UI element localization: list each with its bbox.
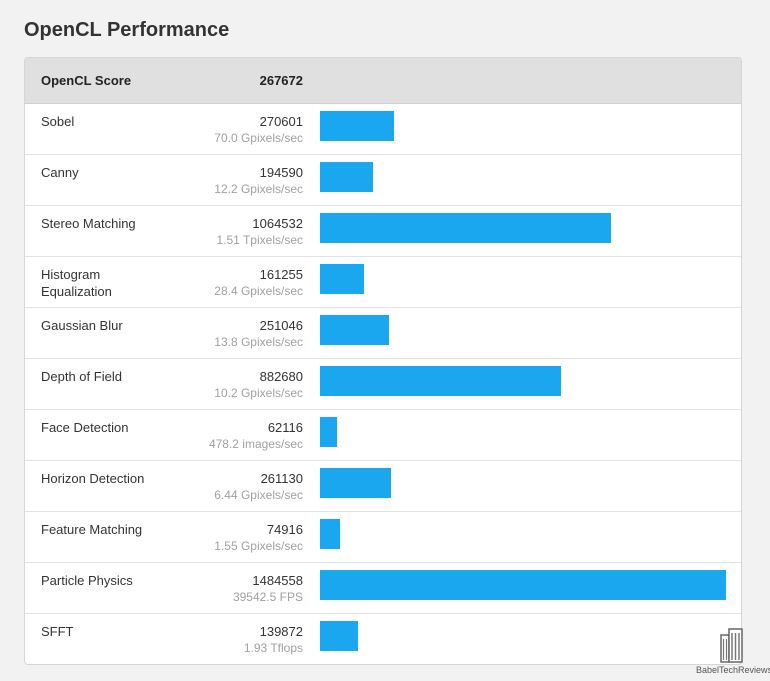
test-rate: 28.4 Gpixels/sec <box>214 284 303 298</box>
score-bar <box>320 366 561 396</box>
table-row: Gaussian Blur 251046 13.8 Gpixels/sec <box>25 308 741 359</box>
test-rate: 1.93 Tflops <box>243 641 303 655</box>
test-score: 882680 <box>259 369 303 384</box>
test-name: Depth of Field <box>41 369 122 384</box>
score-bar <box>320 519 340 549</box>
test-name: Particle Physics <box>41 573 133 588</box>
test-score: 62116 <box>267 420 303 435</box>
score-bar <box>320 162 373 192</box>
test-rate: 12.2 Gpixels/sec <box>214 182 303 196</box>
score-bar <box>320 417 337 447</box>
watermark-text: BabelTechReviews <box>696 665 770 675</box>
building-icon <box>720 628 743 663</box>
score-bar <box>320 213 611 243</box>
test-score: 194590 <box>259 165 303 180</box>
test-score: 139872 <box>259 624 303 639</box>
test-score: 251046 <box>259 318 303 333</box>
test-name: Canny <box>41 165 79 180</box>
score-bar <box>320 621 358 651</box>
table-row: Canny 194590 12.2 Gpixels/sec <box>25 155 741 206</box>
test-name: Sobel <box>41 114 75 129</box>
score-bar <box>320 315 389 345</box>
test-rate: 10.2 Gpixels/sec <box>214 386 303 400</box>
score-bar <box>320 468 391 498</box>
header-label: OpenCL Score <box>41 73 132 88</box>
test-rate: 6.44 Gpixels/sec <box>214 488 303 502</box>
test-score: 1064532 <box>252 216 303 231</box>
table-row: SFFT 139872 1.93 Tflops <box>25 614 741 664</box>
test-rate: 70.0 Gpixels/sec <box>214 131 303 145</box>
table-body: Sobel 270601 70.0 Gpixels/sec Canny 194590 12… <box>25 104 741 664</box>
test-name: Feature Matching <box>41 522 143 537</box>
test-score: 261130 <box>260 471 303 486</box>
table-row: Particle Physics 1484558 39542.5 FPS <box>25 563 741 614</box>
test-score: 161255 <box>259 267 303 282</box>
page-title: OpenCL Performance <box>24 19 230 41</box>
test-rate: 478.2 images/sec <box>208 437 303 451</box>
test-rate: 1.55 Gpixels/sec <box>214 539 303 553</box>
table-row: Sobel 270601 70.0 Gpixels/sec <box>25 104 741 155</box>
test-name: Histogram Equalization <box>41 267 112 299</box>
test-name: Stereo Matching <box>41 216 136 231</box>
score-bar <box>320 264 364 294</box>
table-row: Depth of Field 882680 10.2 Gpixels/sec <box>25 359 741 410</box>
test-rate: 1.51 Tpixels/sec <box>216 233 304 247</box>
watermark: BabelTechReviews <box>696 627 770 677</box>
table-header: OpenCL Score 267672 <box>25 58 741 104</box>
test-name: Gaussian Blur <box>41 318 123 333</box>
table-row: Stereo Matching 1064532 1.51 Tpixels/sec <box>25 206 741 257</box>
header-score: 267672 <box>259 73 303 88</box>
test-name: Face Detection <box>41 420 129 435</box>
table-row: Face Detection 62116 478.2 images/sec <box>25 410 741 461</box>
test-score: 270601 <box>259 114 303 129</box>
test-rate: 39542.5 FPS <box>232 590 303 604</box>
test-name: Horizon Detection <box>41 471 145 486</box>
test-score: 1484558 <box>252 573 303 588</box>
results-table: OpenCL Score 267672 Sobel 270601 70.0 Gpix… <box>24 57 742 665</box>
score-bar <box>320 111 394 141</box>
table-row: Feature Matching 74916 1.55 Gpixels/sec <box>25 512 741 563</box>
table-row: Horizon Detection 261130 6.44 Gpixels/sec <box>25 461 741 512</box>
test-name: SFFT <box>41 624 74 639</box>
test-score: 74916 <box>266 522 303 537</box>
score-bar <box>320 570 726 600</box>
table-row: Histogram Equalization 161255 28.4 Gpixels… <box>25 257 741 308</box>
test-rate: 13.8 Gpixels/sec <box>214 335 303 349</box>
